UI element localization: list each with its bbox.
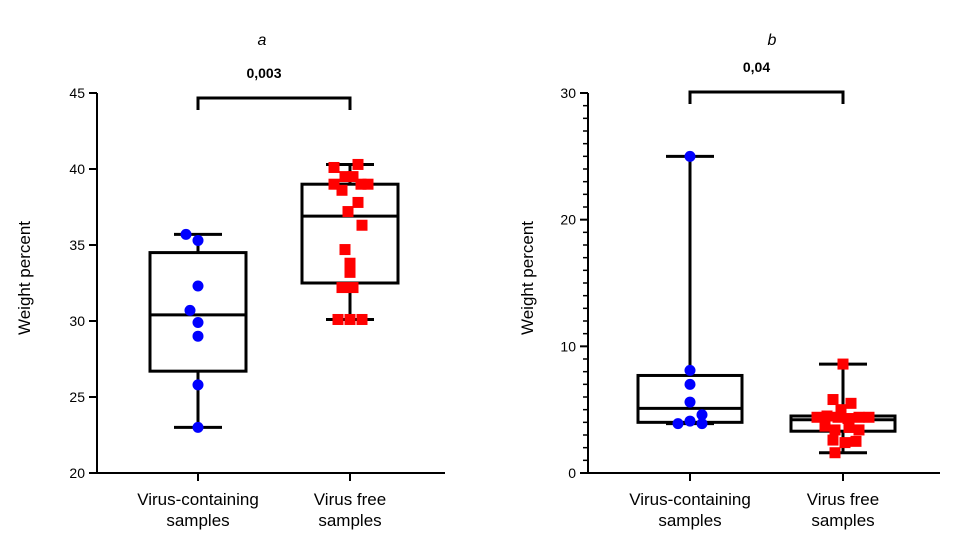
x-category-label: Virus-containing samples <box>137 490 259 530</box>
panel-b-chart: b Weight percent 0 10 20 30 Virus-containing sa… <box>518 32 940 530</box>
data-point <box>672 418 684 430</box>
data-point <box>344 313 356 325</box>
data-point <box>837 358 849 370</box>
data-point <box>192 317 204 329</box>
data-point <box>821 410 833 422</box>
data-point <box>843 421 855 433</box>
data-point <box>352 196 364 208</box>
data-point <box>332 313 344 325</box>
panel-label: b <box>768 32 777 49</box>
panel-label: a <box>258 32 267 49</box>
y-tick-label: 30 <box>560 85 576 101</box>
data-point <box>842 413 854 425</box>
data-point <box>827 434 839 446</box>
y-axis-label: Weight percent <box>15 221 34 335</box>
data-point <box>839 437 851 449</box>
p-value-label: 0,04 <box>743 59 770 75</box>
y-tick-label: 20 <box>560 212 576 228</box>
x-category-label: Virus-containing samples <box>629 490 751 530</box>
data-point <box>863 411 875 423</box>
data-point <box>853 411 865 423</box>
data-point <box>347 282 359 294</box>
data-point <box>829 424 841 436</box>
x-category-label: Virus free samples <box>807 490 879 530</box>
data-point <box>819 420 831 432</box>
significance-bracket <box>196 96 352 110</box>
significance-bracket <box>688 90 845 104</box>
data-point <box>192 234 204 246</box>
x-category-label-line: samples <box>658 511 721 530</box>
data-point <box>336 282 348 294</box>
data-point <box>355 178 367 190</box>
data-point <box>829 447 841 459</box>
data-point <box>845 397 857 409</box>
y-tick-label: 25 <box>69 389 85 405</box>
data-point <box>352 158 364 170</box>
data-point <box>339 171 351 183</box>
data-point <box>684 378 696 390</box>
data-point <box>827 394 839 406</box>
data-point <box>344 266 356 278</box>
data-point <box>347 171 359 183</box>
data-point <box>850 435 862 447</box>
data-point <box>184 304 196 316</box>
y-tick-label: 40 <box>69 161 85 177</box>
y-tick-label: 45 <box>69 85 85 101</box>
x-category-label-line: Virus free <box>314 490 386 509</box>
y-tick-label: 30 <box>69 313 85 329</box>
data-point <box>180 228 192 240</box>
y-axis-label: Weight percent <box>518 221 537 335</box>
x-category-label-line: Virus free <box>807 490 879 509</box>
data-point <box>362 178 374 190</box>
data-point <box>344 257 356 269</box>
data-point <box>192 280 204 292</box>
data-point <box>853 424 865 436</box>
data-point <box>328 161 340 173</box>
x-category-label-line: samples <box>318 511 381 530</box>
y-tick-label: 0 <box>568 465 576 481</box>
x-category-label-line: Virus-containing <box>137 490 259 509</box>
data-point <box>696 418 708 430</box>
data-point <box>684 396 696 408</box>
data-point <box>356 219 368 231</box>
data-point <box>192 421 204 433</box>
data-point <box>342 206 354 218</box>
data-point <box>696 409 708 421</box>
data-point <box>832 411 844 423</box>
data-point <box>192 330 204 342</box>
panel-a-chart: a Weight percent 20 25 30 35 40 45 Virus-contain… <box>15 32 445 530</box>
data-point <box>835 404 847 416</box>
data-point <box>339 244 351 256</box>
data-point <box>811 411 823 423</box>
y-tick-label: 20 <box>69 465 85 481</box>
data-point <box>356 313 368 325</box>
x-category-label-line: Virus-containing <box>629 490 751 509</box>
data-point <box>328 178 340 190</box>
data-point <box>684 150 696 162</box>
data-point <box>336 184 348 196</box>
x-category-label-line: samples <box>811 511 874 530</box>
p-value-label: 0,003 <box>246 65 281 81</box>
y-tick-label: 35 <box>69 237 85 253</box>
x-category-label: Virus free samples <box>314 490 386 530</box>
x-category-label-line: samples <box>166 511 229 530</box>
data-point <box>192 379 204 391</box>
box-iqr <box>148 251 248 373</box>
y-tick-label: 10 <box>560 338 576 354</box>
data-point <box>684 364 696 376</box>
data-point <box>684 415 696 427</box>
